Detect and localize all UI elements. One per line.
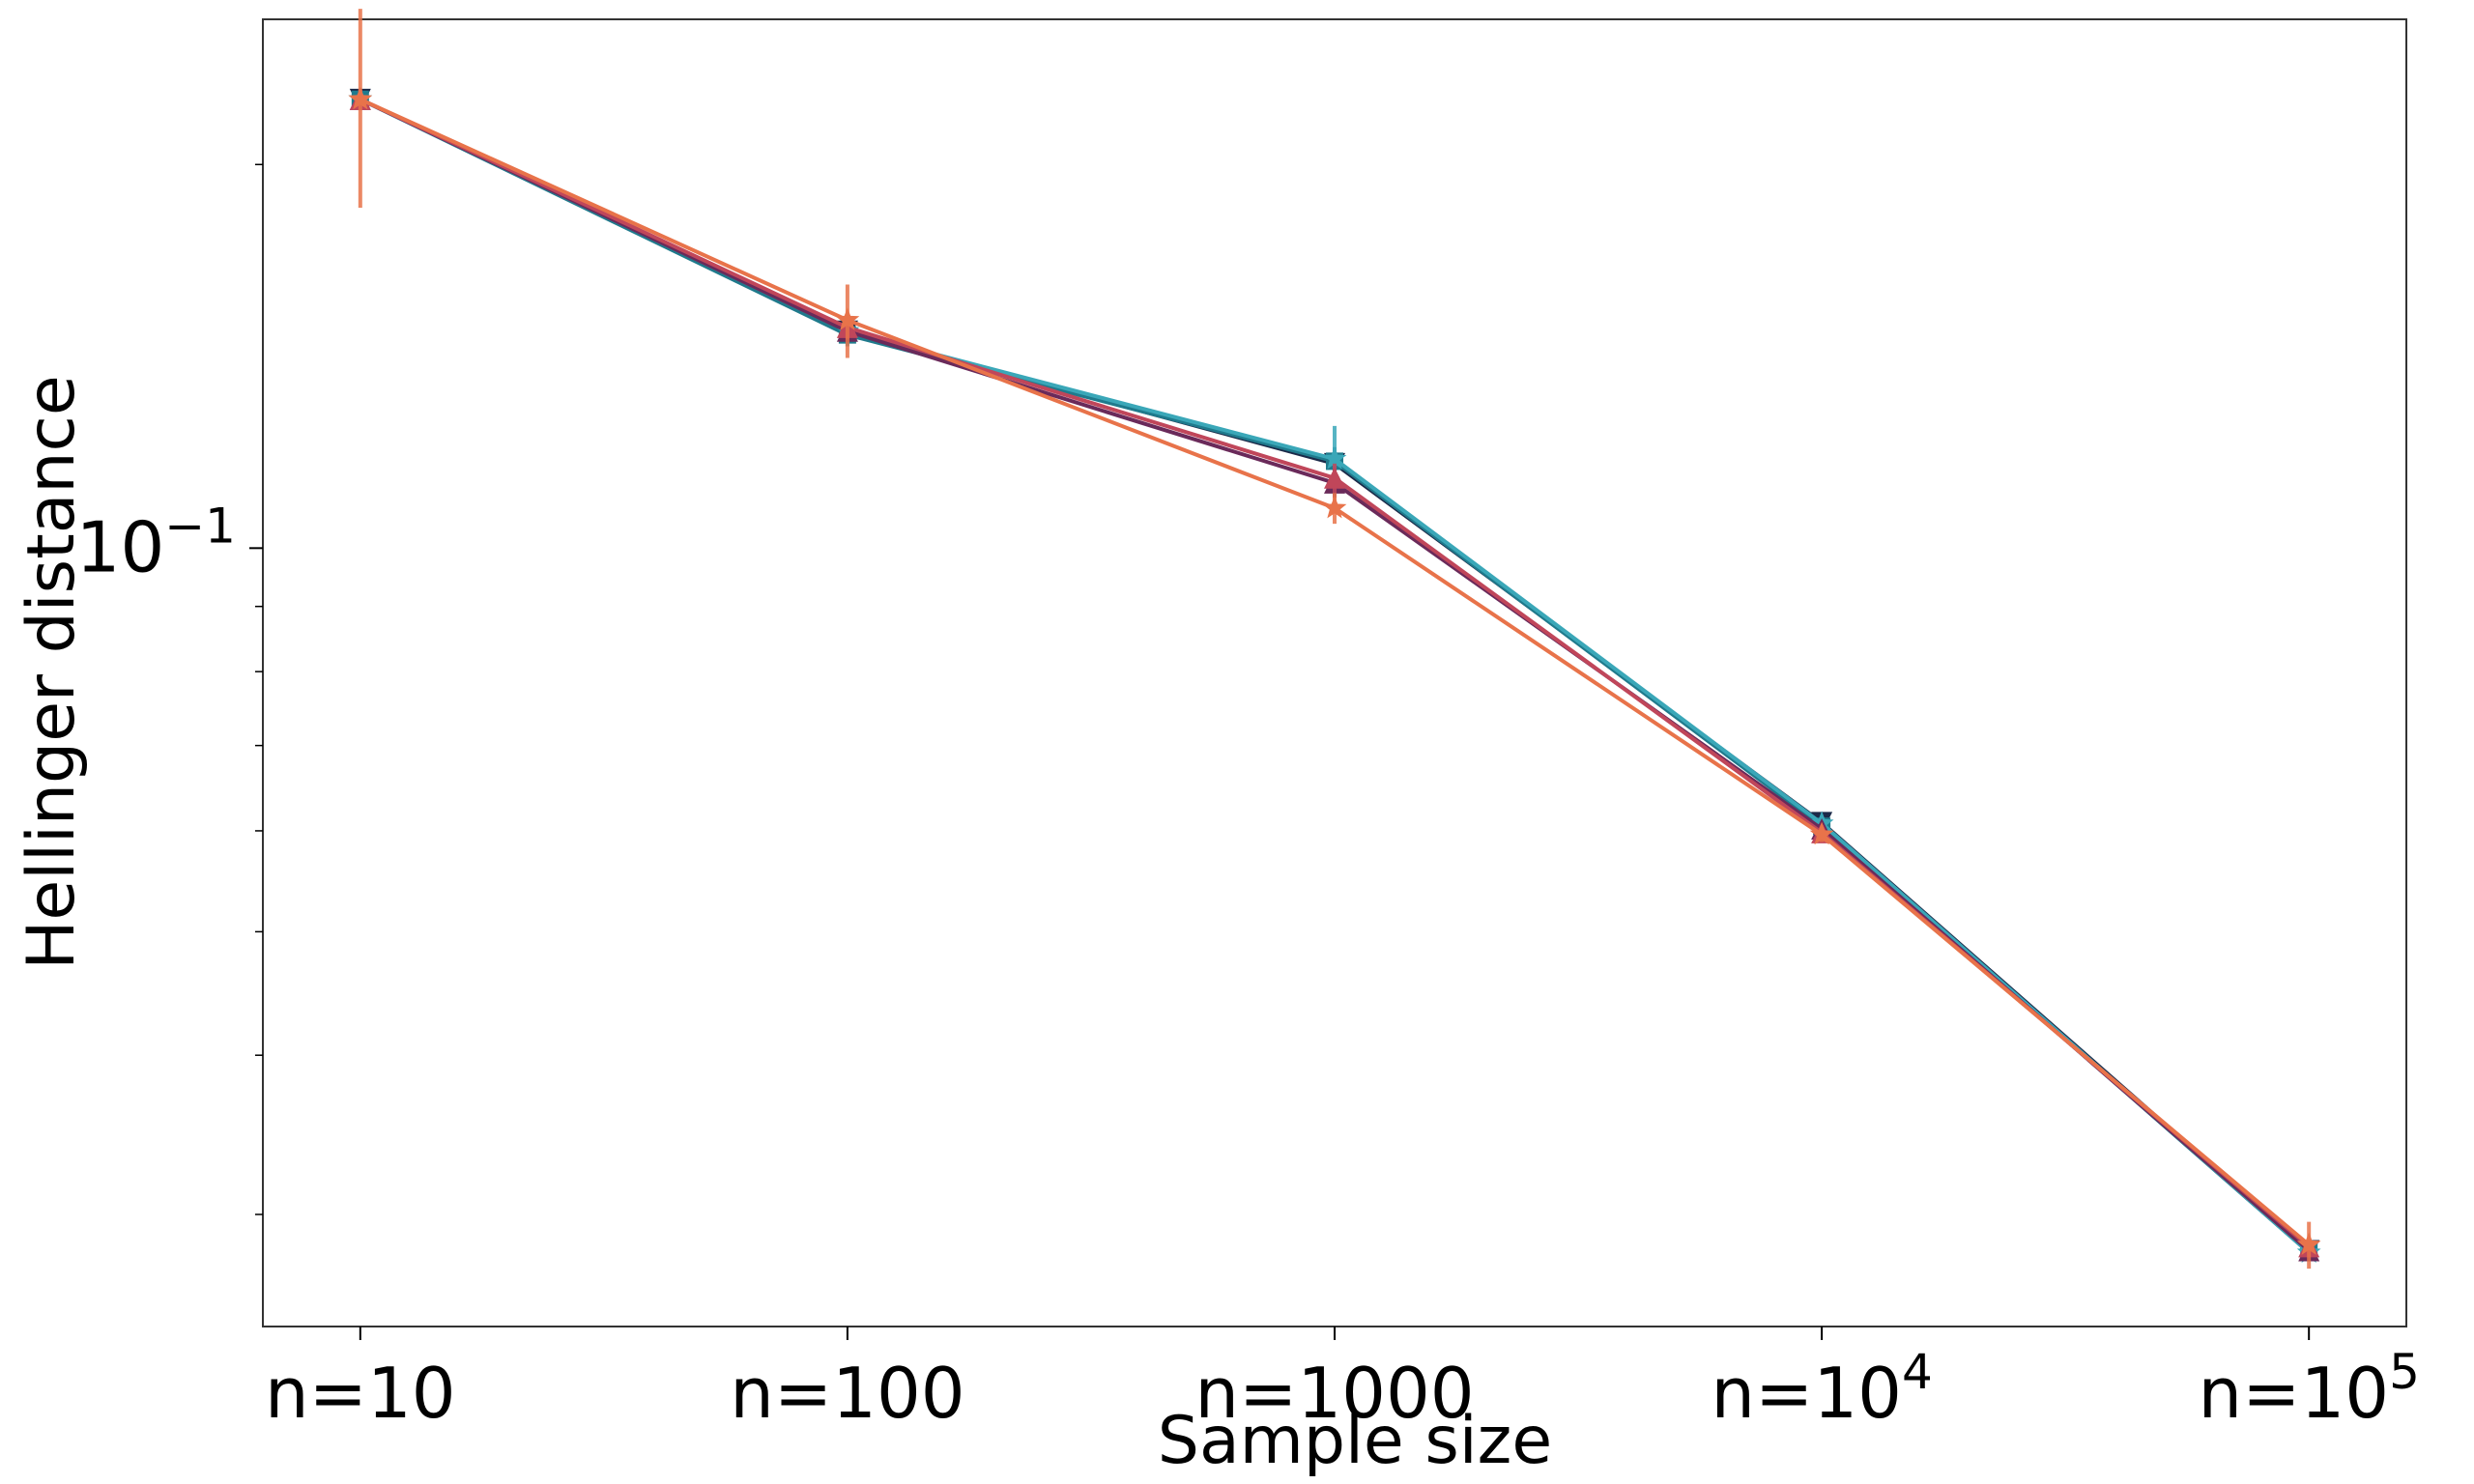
data-point [1324,467,1345,489]
plot-area [262,18,2407,1327]
data-point [348,86,373,110]
data-point [1322,495,1347,519]
data-point [1322,445,1347,470]
x-axis-label: Sample size [1158,1403,1552,1479]
data-point [835,307,860,330]
y-axis: 10−1 [76,163,263,1215]
x-tick-label: n=104 [1711,1344,1932,1434]
x-tick-label: n=100 [730,1353,964,1434]
data-point [2296,1232,2321,1255]
x-axis: n=10 n=100 n=1000 n=104 n=105 [265,1327,2420,1434]
y-tick-label: 10−1 [76,498,236,587]
x-tick-label: n=1000 [1194,1353,1474,1434]
series [348,9,2321,1270]
y-axis-label: Hellinger distance [14,375,90,969]
x-tick-label: n=10 [265,1353,456,1434]
series-layer [348,9,2321,1270]
x-tick-label: n=105 [2198,1344,2419,1434]
data-point [1809,821,1834,845]
